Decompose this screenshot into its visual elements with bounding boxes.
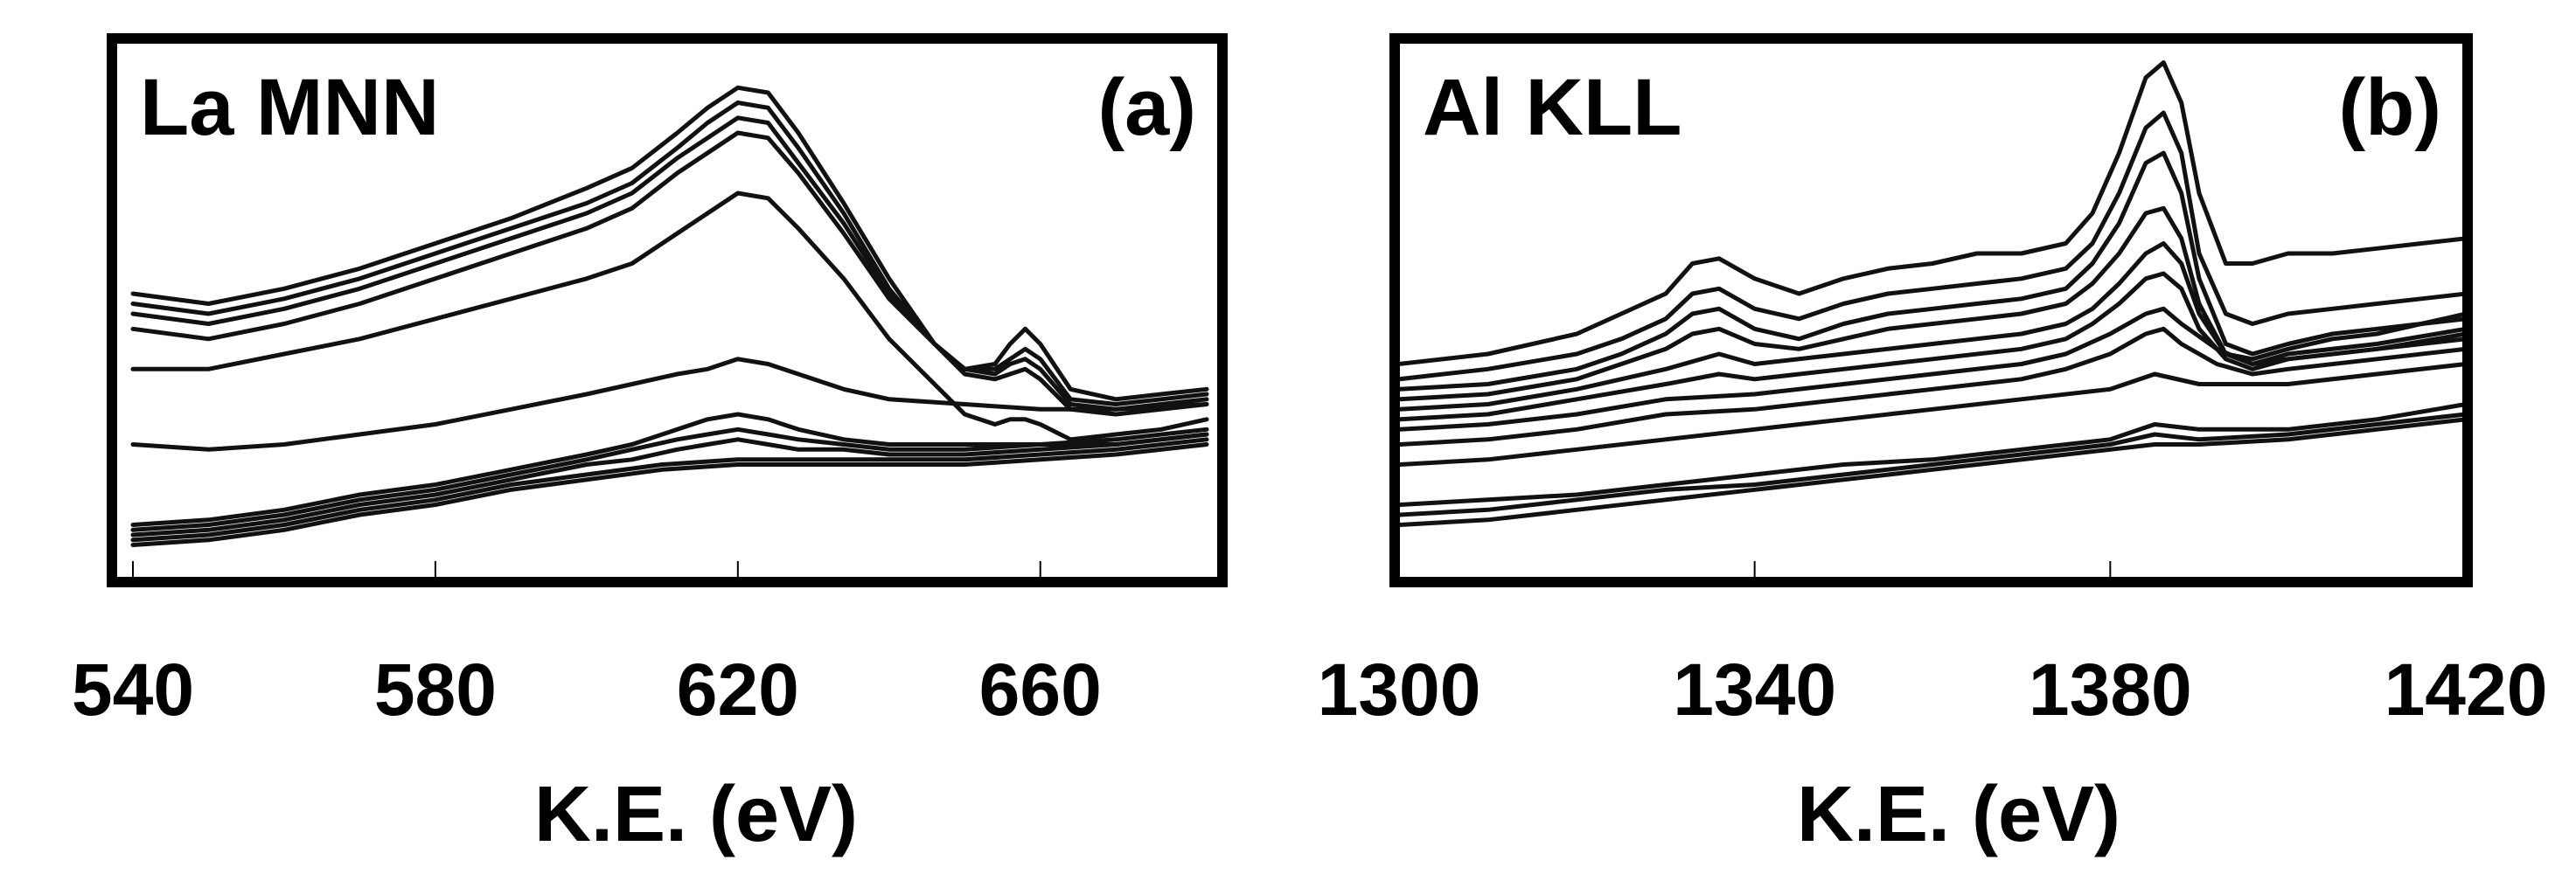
series-line-4 (1400, 205, 2462, 402)
panel-a: La MNN (a) 540 580 620 660 K.E. (eV) (72, 33, 1228, 858)
x-tick-label: 1420 (2385, 649, 2548, 731)
series-line-3 (130, 115, 1209, 412)
x-tick-label: 580 (374, 649, 497, 731)
series-line-5 (130, 191, 1209, 442)
x-tick-label: 1300 (1318, 649, 1481, 731)
x-tick-label: 660 (979, 649, 1102, 731)
panel-a-tick-marks (132, 561, 1041, 577)
panel-b-lines (1400, 60, 2462, 527)
series-line-4 (130, 130, 1209, 417)
panel-b-title: Al KLL (1423, 63, 1681, 152)
series-line-2 (130, 101, 1209, 406)
series-line-8 (1400, 326, 2462, 447)
panel-b-x-axis-label: K.E. (eV) (1797, 771, 2120, 858)
series-line-7 (130, 412, 1209, 527)
series-line-2 (1400, 110, 2462, 382)
series-line-11 (1400, 412, 2462, 517)
panel-b-label: (b) (2339, 63, 2441, 152)
series-line-3 (1400, 150, 2462, 392)
panel-b-frame (1389, 33, 2473, 587)
panel-a-x-axis-label: K.E. (eV) (534, 771, 858, 858)
series-line-1 (130, 85, 1209, 402)
series-line-12 (1400, 417, 2462, 527)
x-tick-label: 1380 (2029, 649, 2192, 731)
panel-a-tick-labels: 540 580 620 660 (72, 649, 1102, 731)
x-tick-label: 1340 (1673, 649, 1836, 731)
series-line-9 (130, 432, 1209, 538)
x-tick-label: 540 (72, 649, 194, 731)
series-line-6 (130, 357, 1209, 452)
panel-b-tick-labels: 1300 1340 1380 1420 (1318, 649, 2548, 731)
panel-a-label: (a) (1098, 63, 1196, 152)
series-line-11 (130, 442, 1209, 547)
series-line-10 (1400, 402, 2462, 507)
x-tick-label: 620 (677, 649, 799, 731)
series-line-7 (1400, 306, 2462, 432)
series-line-1 (1400, 60, 2462, 366)
panel-a-title: La MNN (140, 63, 439, 152)
panel-a-lines (130, 85, 1209, 547)
series-line-9 (1400, 362, 2462, 467)
series-line-8 (130, 427, 1209, 532)
panel-b: Al KLL (b) 1300 1340 1380 1420 K.E. (eV) (1318, 33, 2548, 858)
series-line-6 (1400, 271, 2462, 422)
panel-b-tick-marks (1753, 561, 2112, 577)
panel-a-frame (107, 33, 1228, 587)
series-line-5 (1400, 241, 2462, 412)
series-line-10 (130, 437, 1209, 543)
